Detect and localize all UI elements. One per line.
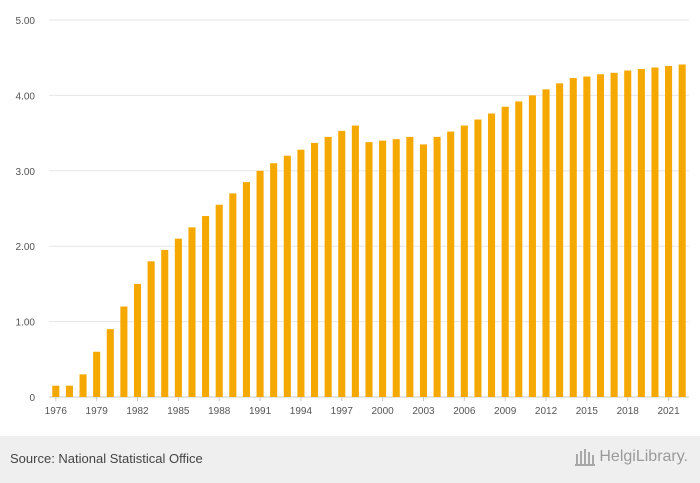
- bar-1976[interactable]: [52, 385, 60, 397]
- bar-2011[interactable]: [528, 95, 536, 398]
- x-tick-label: 1991: [249, 406, 272, 417]
- bar-2018[interactable]: [624, 70, 632, 397]
- brand-name: HelgiLibrary.: [599, 448, 688, 465]
- bar-chart: 01.002.003.004.005.00 1976 1979 1982 1985 19…: [16, 16, 689, 417]
- x-tick-label: 2015: [576, 406, 599, 417]
- bar-1978[interactable]: [79, 374, 87, 397]
- bar-2017[interactable]: [610, 72, 618, 397]
- bar-2010[interactable]: [515, 101, 523, 397]
- bar-2012[interactable]: [542, 89, 550, 398]
- x-tick-label: 2021: [657, 406, 680, 417]
- bar-1981[interactable]: [120, 306, 128, 397]
- y-tick-label: 5.00: [16, 16, 36, 27]
- x-tick-label: 2009: [494, 406, 517, 417]
- x-tick-label: 2006: [453, 406, 476, 417]
- x-tick-label: 2012: [535, 406, 558, 417]
- bar-1992[interactable]: [270, 163, 278, 397]
- y-axis: 0 1.00 2.00 3.00 4.00 5.00: [16, 16, 36, 404]
- x-tick-label: 2000: [371, 406, 394, 417]
- bar-2001[interactable]: [392, 139, 400, 397]
- y-tick-label: 2.00: [16, 242, 36, 253]
- y-tick-label: 4.00: [16, 91, 36, 102]
- bar-2004[interactable]: [433, 136, 441, 397]
- bar-1980[interactable]: [106, 329, 114, 397]
- bar-2002[interactable]: [406, 136, 414, 397]
- bar-1997[interactable]: [338, 130, 346, 397]
- bar-1993[interactable]: [283, 155, 291, 397]
- x-tick-label: 1976: [45, 406, 68, 417]
- bar-2022[interactable]: [678, 64, 686, 398]
- x-tick-label: 2003: [412, 406, 435, 417]
- bar-2013[interactable]: [556, 83, 564, 397]
- x-tick-label: 1979: [86, 406, 109, 417]
- bar-1977[interactable]: [65, 385, 73, 397]
- bar-1985[interactable]: [174, 238, 182, 397]
- bar-2021[interactable]: [665, 65, 673, 397]
- bar-1990[interactable]: [242, 182, 250, 397]
- x-tick-label: 2018: [617, 406, 640, 417]
- bar-2015[interactable]: [583, 76, 591, 398]
- footer: [0, 436, 700, 483]
- bar-2014[interactable]: [569, 78, 577, 398]
- x-tick-label: 1985: [167, 406, 190, 417]
- bar-1988[interactable]: [215, 204, 223, 397]
- bar-2016[interactable]: [596, 74, 605, 398]
- x-tick-label: 1982: [126, 406, 149, 417]
- bar-1987[interactable]: [202, 216, 210, 397]
- bar-2020[interactable]: [651, 67, 659, 397]
- bar-2005[interactable]: [447, 131, 455, 398]
- x-axis: 1976 1979 1982 1985 1988 1991 1994 1997 2000 2003…: [45, 397, 680, 417]
- bar-1979[interactable]: [93, 351, 101, 397]
- library-icon: [575, 449, 596, 466]
- bar-1999[interactable]: [365, 142, 373, 397]
- bar-1996[interactable]: [324, 136, 332, 397]
- brand-logo[interactable]: HelgiLibrary.: [575, 448, 688, 466]
- bar-1998[interactable]: [351, 125, 359, 397]
- x-tick-label: 1994: [290, 406, 313, 417]
- bar-1986[interactable]: [188, 227, 196, 397]
- bars: [52, 64, 686, 398]
- bar-2006[interactable]: [460, 125, 468, 397]
- y-tick-label: 3.00: [16, 167, 36, 178]
- x-tick-label: 1988: [208, 406, 231, 417]
- bar-1994[interactable]: [297, 149, 305, 397]
- bar-1983[interactable]: [147, 261, 155, 397]
- bar-2019[interactable]: [637, 69, 645, 397]
- bar-1995[interactable]: [310, 142, 319, 397]
- bar-2003[interactable]: [419, 144, 428, 397]
- bar-1982[interactable]: [133, 283, 142, 397]
- y-tick-label: 1.00: [16, 318, 36, 329]
- bar-1989[interactable]: [229, 193, 237, 397]
- bar-2007[interactable]: [474, 119, 482, 397]
- x-tick-label: 1997: [331, 406, 354, 417]
- bar-2008[interactable]: [488, 113, 496, 397]
- y-tick-label: 0: [29, 393, 35, 404]
- bar-1984[interactable]: [161, 249, 169, 397]
- bar-2000[interactable]: [379, 140, 387, 397]
- bar-2009[interactable]: [501, 106, 509, 398]
- source-note: Source: National Statistical Office: [10, 451, 203, 466]
- bar-1991[interactable]: [256, 170, 264, 397]
